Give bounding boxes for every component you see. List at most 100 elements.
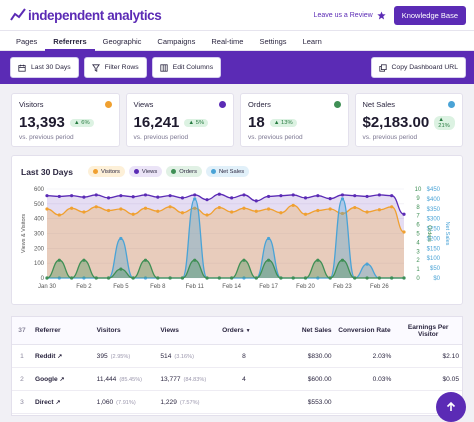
filter-rows-label: Filter Rows [104,64,139,71]
views-point [57,194,61,199]
views-point [70,194,74,198]
row-count: 37 [18,327,26,334]
date-range-button[interactable]: Last 30 Days [10,57,79,78]
tab-real-time[interactable]: Real-time [211,37,244,46]
views-point [340,193,345,197]
views-percent: (7.57%) [179,399,200,406]
col-referrer[interactable]: Referrer [34,327,61,334]
tab-geographic[interactable]: Geographic [102,37,142,46]
visitors-cell: 11,444 (85.45%) [94,376,158,383]
stat-card-visitors: Visitors 13,393 ▲ 6% vs. previous period [11,93,120,147]
legend-label: Orders [179,168,197,175]
views-point [156,195,160,199]
net-sales-point [143,276,148,280]
col-views[interactable]: Views [160,327,179,334]
views-point [168,194,172,198]
orders-cell: 4 [242,375,246,383]
visitors-point [254,209,258,213]
referrer-cell[interactable]: Direct ↗ [32,399,94,406]
referrer-name: Direct [34,398,54,406]
edit-columns-button[interactable]: Edit Columns [151,57,222,78]
logo[interactable]: independent analytics [10,8,162,23]
visitors-percent: (85.45%) [119,376,143,383]
tab-referrers[interactable]: Referrers [45,31,95,51]
filter-rows-button[interactable]: Filter Rows [83,57,147,78]
referrer-cell[interactable]: Reddit ↗ [32,353,94,360]
views-point [291,193,295,197]
orders-area [47,260,404,278]
y-tick-label: 200 [34,246,45,252]
x-tick-label: Feb 5 [113,284,129,290]
col-earnings-per-visitor[interactable]: Earnings Per Visitor [407,323,449,338]
table-row[interactable]: 2 Google ↗ 11,444 (85.45%) 13,777 (84.83%) 4 $6… [12,368,462,391]
orders-point [205,276,209,280]
orders-point [94,276,98,280]
views-value: 1,229 [160,398,177,406]
tab-pages[interactable]: Pages [16,37,38,46]
change-badge: ▲ 5% [184,118,209,127]
net-sales-point [242,276,246,280]
tab-settings[interactable]: Settings [259,37,287,46]
orders-point [156,276,160,280]
copy-dashboard-url-button[interactable]: Copy Dashboard URL [370,57,466,78]
net-sales-cell: $600.00 [307,375,332,383]
y-tick-label: 0 [41,276,45,282]
net-sales-cell: $553.00 [307,398,332,406]
legend-net-sales[interactable]: Net Sales [205,166,250,177]
external-link-icon[interactable]: ↗ [59,376,65,383]
orders-tick-label: 1 [416,267,420,273]
referrer-cell[interactable]: Google ↗ [32,376,94,383]
stat-comparison: vs. previous period [19,134,74,141]
y-tick-label: 500 [34,202,45,208]
col-visitors[interactable]: Visitors [96,327,121,334]
sales-tick-label: $100 [427,256,441,262]
orders-point [340,258,345,262]
stat-value: 13,393 [19,114,65,131]
views-point [82,195,86,199]
x-tick-label: Feb 2 [76,284,92,290]
scroll-to-top-button[interactable] [436,392,466,422]
change-badge: ▲ 6% [69,118,94,127]
legend-orders[interactable]: Orders [166,166,202,177]
tab-campaigns[interactable]: Campaigns [157,37,196,46]
orders-point [131,276,135,280]
views-value: 13,777 [160,375,181,383]
table-row[interactable]: 1 Reddit ↗ 395 (2.95%) 514 (3.16%) 8 $830.00 2.0… [12,345,462,368]
sales-tick-label: $450 [427,187,441,193]
x-tick-label: Feb 11 [186,284,205,290]
col-conversion-rate[interactable]: Conversion Rate [338,327,391,334]
visitors-value: 395 [96,352,108,360]
orders-tick-label: 6 [416,223,420,229]
orders-point [180,276,185,280]
visitors-value: 11,444 [96,375,117,383]
visitors-point [94,205,98,209]
orders-point [106,276,111,280]
legend-visitors[interactable]: Visitors [88,166,125,177]
orders-point [316,258,320,262]
stat-comparison: vs. previous period [133,134,189,141]
col-net-sales[interactable]: Net Sales [301,327,332,334]
orders-point [365,276,369,280]
col-orders-label: Orders [222,327,244,334]
tab-learn[interactable]: Learn [302,37,322,46]
views-point [353,194,357,198]
col-orders[interactable]: Orders ▼ [222,327,251,334]
legend-views[interactable]: Views [128,166,163,177]
visitors-point [82,210,86,214]
views-point [94,193,98,197]
leave-review-link[interactable]: Leave us a Review [314,10,386,20]
line-chart[interactable]: 0 100 200 300 400 500 600 0 1 2 3 4 5 6 7 8 9 10 $0 $50 $100… [12,156,462,306]
orders-point [390,276,394,280]
series-color-dot [219,101,226,108]
orders-point [303,276,308,280]
visitors-point [193,206,197,210]
views-percent: (84.83%) [183,376,207,383]
visitors-percent: (2.95%) [110,353,131,360]
orders-point [279,276,283,280]
external-link-icon[interactable]: ↗ [57,353,63,360]
knowledge-base-button[interactable]: Knowledge Base [393,5,466,25]
chart-title: Last 30 Days [21,167,73,177]
logo-chart-icon [10,8,26,21]
external-link-icon[interactable]: ↗ [55,399,61,406]
sales-tick-label: $50 [430,266,441,272]
